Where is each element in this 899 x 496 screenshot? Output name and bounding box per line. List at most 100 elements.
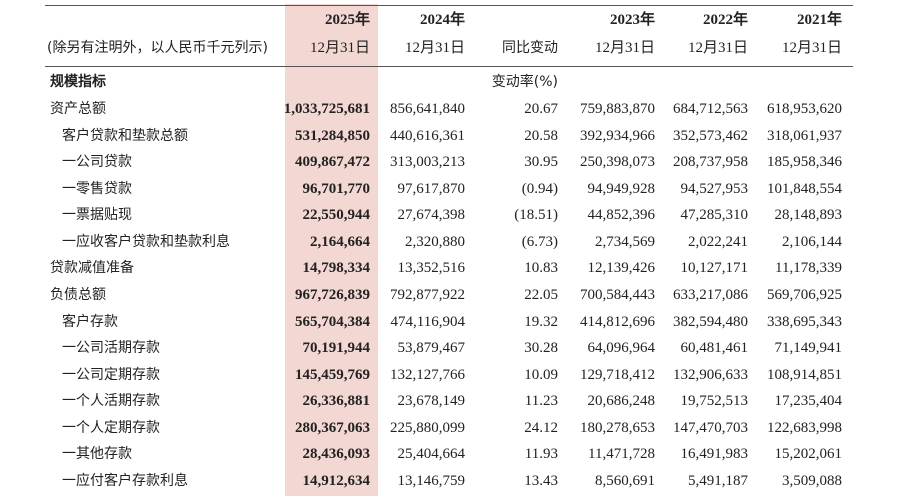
cell-value: 53,879,467 <box>397 340 466 357</box>
cell-value: 392,934,966 <box>580 127 655 144</box>
cell-value: 474,116,904 <box>390 313 465 330</box>
cell-value: 132,906,633 <box>673 366 748 383</box>
cell-value: 440,616,361 <box>390 127 465 144</box>
cell-value: 2,022,241 <box>688 233 748 250</box>
cell-value: 14,912,634 <box>302 473 371 489</box>
cell-value: 10,127,171 <box>680 260 749 277</box>
cell-value: 409,867,472 <box>295 154 370 171</box>
cell-value: 856,641,840 <box>390 101 465 117</box>
cell-value: 2,164,664 <box>310 233 370 250</box>
cell-value: 8,560,691 <box>595 473 655 489</box>
cell-value: 684,712,563 <box>673 101 748 117</box>
cell-value: 2,734,569 <box>595 233 655 250</box>
column-date: 同比变动 <box>502 40 558 56</box>
cell-value: 3,509,088 <box>782 473 842 489</box>
column-year: 2023年 <box>609 12 655 28</box>
row-label: 负债总额 <box>50 287 106 303</box>
cell-value: 382,594,480 <box>673 313 748 330</box>
cell-value: 22,550,944 <box>302 207 371 224</box>
cell-value: 10.83 <box>524 260 558 277</box>
row-label: 一公司定期存款 <box>62 366 160 383</box>
row-label: 贷款减值准备 <box>50 260 134 277</box>
cell-value: (18.51) <box>514 207 558 224</box>
cell-value: 71,149,941 <box>774 340 843 357</box>
cell-value: 208,737,958 <box>673 154 748 171</box>
cell-value: 11,471,728 <box>588 446 655 463</box>
cell-value: 20,686,248 <box>587 393 656 410</box>
cell-value: 250,398,073 <box>580 154 655 171</box>
cell-value: 414,812,696 <box>580 313 655 330</box>
cell-value: 28,436,093 <box>302 446 371 463</box>
cell-value: 94,949,928 <box>587 180 656 197</box>
cell-value: 318,061,937 <box>767 127 842 144</box>
cell-value: 313,003,213 <box>390 154 465 171</box>
cell-value: 1,033,725,681 <box>283 101 370 117</box>
cell-value: 70,191,944 <box>302 340 371 357</box>
cell-value: 759,883,870 <box>580 101 655 117</box>
row-label: 一其他存款 <box>62 446 132 463</box>
column-date: 12月31日 <box>404 40 465 56</box>
column-year: 2021年 <box>796 12 842 28</box>
cell-value: 101,848,554 <box>767 180 842 197</box>
cell-value: 5,491,187 <box>688 473 748 489</box>
cell-value: 20.67 <box>524 101 558 117</box>
cell-value: 30.28 <box>524 340 558 357</box>
cell-value: 15,202,061 <box>774 446 843 463</box>
section-title: 规模指标 <box>50 74 106 90</box>
cell-value: 565,704,384 <box>295 313 370 330</box>
column-date: 12月31日 <box>781 40 842 56</box>
row-label: 资产总额 <box>50 101 106 117</box>
row-label: 一个人定期存款 <box>62 419 160 436</box>
cell-value: 64,096,964 <box>587 340 656 357</box>
row-label: 一个人活期存款 <box>62 393 160 410</box>
cell-value: 20.58 <box>524 127 558 144</box>
cell-value: 11.23 <box>524 393 558 410</box>
cell-value: 14,798,334 <box>302 260 371 277</box>
cell-value: 28,148,893 <box>774 207 843 224</box>
cell-value: (6.73) <box>521 233 558 250</box>
cell-value: 618,953,620 <box>767 101 842 117</box>
row-label: 一应收客户贷款和垫款利息 <box>62 233 230 250</box>
cell-value: 11,178,339 <box>775 260 842 277</box>
cell-value: 44,852,396 <box>587 207 656 224</box>
cell-value: 108,914,851 <box>767 366 842 383</box>
cell-value: 60,481,461 <box>680 340 749 357</box>
column-date: 12月31日 <box>594 40 655 56</box>
cell-value: 23,678,149 <box>397 393 466 410</box>
cell-value: 569,706,925 <box>767 287 842 303</box>
cell-value: 700,584,443 <box>580 287 655 303</box>
cell-value: 11.93 <box>524 446 558 463</box>
cell-value: 25,404,664 <box>397 446 466 463</box>
cell-value: 24.12 <box>524 419 558 436</box>
rule <box>45 66 853 67</box>
cell-value: 280,367,063 <box>295 419 370 436</box>
cell-value: 16,491,983 <box>680 446 749 463</box>
cell-value: 225,880,099 <box>390 419 465 436</box>
cell-value: 185,958,346 <box>767 154 842 171</box>
cell-value: 792,877,922 <box>390 287 465 303</box>
cell-value: 180,278,653 <box>580 419 655 436</box>
cell-value: 122,683,998 <box>767 419 842 436</box>
cell-value: 13,146,759 <box>397 473 466 489</box>
cell-value: 94,527,953 <box>680 180 749 197</box>
cell-value: 13,352,516 <box>397 260 466 277</box>
cell-value: 2,320,880 <box>405 233 465 250</box>
column-year: 2024年 <box>419 12 465 28</box>
row-label: 一票据贴现 <box>62 207 132 224</box>
cell-value: 967,726,839 <box>295 287 370 303</box>
cell-value: 96,701,770 <box>302 180 371 197</box>
cell-value: 13.43 <box>524 473 558 489</box>
cell-value: 129,718,412 <box>580 366 655 383</box>
cell-value: 47,285,310 <box>680 207 749 224</box>
row-label: 一公司活期存款 <box>62 340 160 357</box>
cell-value: 147,470,703 <box>673 419 748 436</box>
cell-value: (0.94) <box>521 180 558 197</box>
cell-value: 145,459,769 <box>295 366 370 383</box>
cell-value: 17,235,404 <box>774 393 843 410</box>
column-year: 2022年 <box>702 12 748 28</box>
row-label: 一应付客户存款利息 <box>62 473 188 489</box>
cell-value: 22.05 <box>524 287 558 303</box>
cell-value: 338,695,343 <box>767 313 842 330</box>
cell-value: 26,336,881 <box>302 393 371 410</box>
row-label: 客户贷款和垫款总额 <box>62 127 188 144</box>
